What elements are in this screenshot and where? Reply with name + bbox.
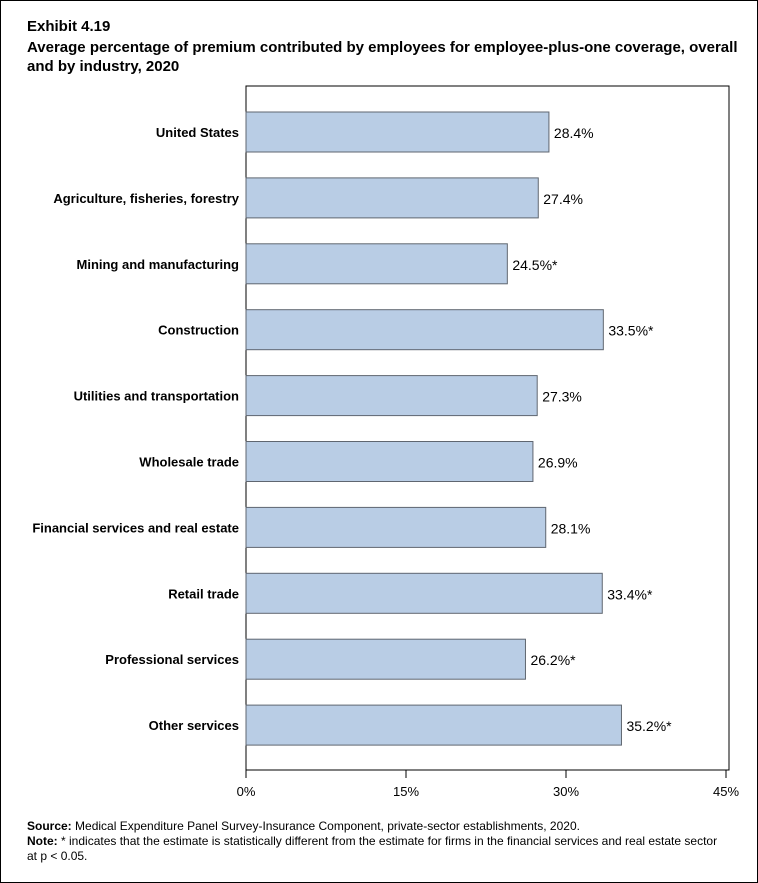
- x-tick-label: 30%: [553, 784, 579, 799]
- data-label: 26.2%*: [530, 652, 576, 668]
- category-label: Agriculture, fisheries, forestry: [53, 191, 239, 206]
- category-label: Mining and manufacturing: [77, 257, 240, 272]
- x-tick-label: 45%: [713, 784, 739, 799]
- chart-footer: Source: Medical Expenditure Panel Survey…: [27, 819, 727, 864]
- category-label: Other services: [149, 718, 239, 733]
- bar: [245, 704, 622, 746]
- data-label: 28.4%: [554, 125, 594, 141]
- data-label: 26.9%: [538, 455, 578, 471]
- chart-title: Average percentage of premium contribute…: [27, 39, 738, 75]
- bar: [245, 506, 547, 548]
- category-label: Wholesale trade: [139, 455, 239, 470]
- data-label: 24.5%*: [512, 257, 558, 273]
- data-label: 28.1%: [551, 520, 591, 536]
- bar: [245, 375, 538, 417]
- category-label: Retail trade: [168, 586, 239, 601]
- source-line: Source: Medical Expenditure Panel Survey…: [27, 819, 727, 834]
- category-label: Financial services and real estate: [32, 520, 239, 535]
- category-label: Construction: [158, 323, 239, 338]
- note-label: Note:: [27, 834, 58, 848]
- data-label: 27.3%: [542, 389, 582, 405]
- data-label: 33.5%*: [608, 323, 654, 339]
- bar: [245, 111, 550, 153]
- data-label: 33.4%*: [607, 586, 653, 602]
- note-line: Note: * indicates that the estimate is s…: [27, 834, 727, 864]
- bar: [245, 309, 604, 351]
- category-label: Utilities and transportation: [74, 389, 239, 404]
- note-text: * indicates that the estimate is statist…: [27, 834, 718, 863]
- x-tick-label: 0%: [237, 784, 256, 799]
- bar: [245, 177, 539, 219]
- exhibit-number: Exhibit 4.19: [27, 18, 111, 35]
- source-label: Source:: [27, 819, 72, 833]
- category-label: United States: [156, 125, 239, 140]
- data-label: 27.4%: [543, 191, 583, 207]
- bar: [245, 572, 603, 614]
- bar: [245, 243, 508, 285]
- data-label: 35.2%*: [626, 718, 672, 734]
- bar: [245, 441, 534, 482]
- x-tick-label: 15%: [393, 784, 419, 799]
- source-text: Medical Expenditure Panel Survey-Insuran…: [71, 819, 580, 833]
- bar: [245, 638, 526, 680]
- category-label: Professional services: [105, 652, 239, 667]
